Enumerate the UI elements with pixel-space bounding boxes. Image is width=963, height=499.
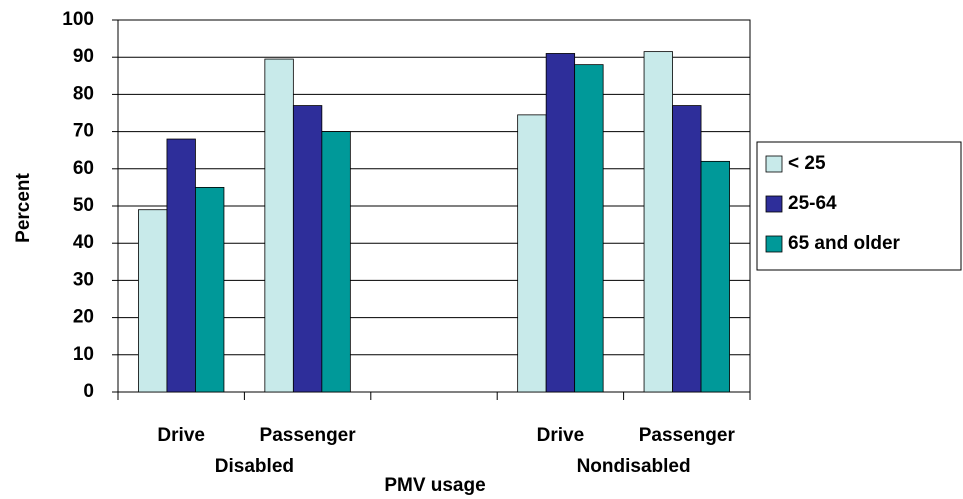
bar [292, 105, 323, 393]
y-tick-label: 50 [73, 195, 94, 216]
y-axis-title: Percent [13, 172, 34, 242]
y-tick-label: 70 [73, 121, 94, 142]
bar [545, 53, 576, 393]
legend-swatch [765, 155, 783, 173]
y-tick-label: 10 [73, 344, 94, 365]
bar [321, 131, 351, 393]
legend-swatch [765, 235, 783, 253]
bar [643, 51, 673, 393]
legend-label: 25-64 [788, 193, 837, 214]
bar [264, 58, 294, 393]
y-tick-label: 0 [83, 381, 94, 402]
bar [195, 186, 225, 393]
x-tick-label: Drive [537, 425, 585, 446]
x-tick-label: Passenger [260, 425, 357, 446]
y-tick-label: 20 [73, 307, 94, 328]
bar [700, 160, 730, 393]
x-tick-label: Passenger [639, 425, 736, 446]
legend-label: < 25 [788, 153, 826, 174]
y-tick-label: 40 [73, 232, 94, 253]
group-label: Nondisabled [577, 456, 691, 477]
y-tick-label: 90 [73, 46, 94, 67]
y-tick-label: 60 [73, 158, 94, 179]
bar [166, 138, 196, 393]
y-tick-label: 30 [73, 269, 94, 290]
bar [517, 114, 547, 393]
bar [672, 105, 702, 393]
x-tick-label: Drive [157, 425, 205, 446]
legend-swatch [765, 195, 783, 213]
bar [574, 64, 604, 393]
y-tick-label: 80 [73, 83, 94, 104]
group-label: Disabled [215, 456, 294, 477]
bar [138, 209, 168, 393]
legend-box [756, 141, 962, 271]
x-axis-title: PMV usage [384, 475, 485, 496]
y-tick-label: 100 [62, 9, 94, 30]
legend-label: 65 and older [788, 233, 901, 254]
